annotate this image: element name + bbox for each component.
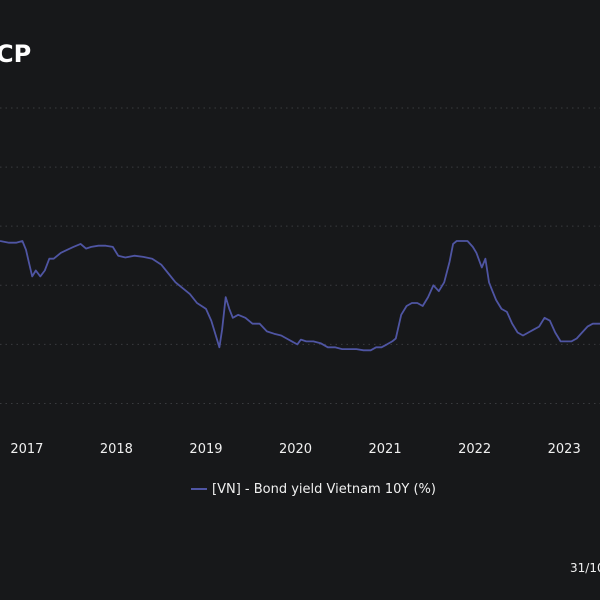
chart-title: CP bbox=[0, 40, 31, 68]
x-tick-label-2023: 2023 bbox=[548, 442, 581, 457]
x-tick-label-2021: 2021 bbox=[369, 442, 402, 457]
grid-layer bbox=[0, 107, 600, 404]
series-line-0 bbox=[0, 240, 600, 352]
x-tick-label-2020: 2020 bbox=[279, 442, 312, 457]
legend: [VN] - Bond yield Vietnam 10Y (%) bbox=[191, 482, 436, 497]
series-layer bbox=[0, 240, 600, 352]
x-axis-ticks: 2017 2018 2019 2020 2021 2022 2023 bbox=[10, 442, 580, 457]
date-label: 31/10 bbox=[570, 561, 600, 575]
legend-label: [VN] - Bond yield Vietnam 10Y (%) bbox=[212, 482, 436, 497]
x-tick-label-2018: 2018 bbox=[100, 442, 133, 457]
x-tick-label-2019: 2019 bbox=[189, 442, 222, 457]
x-tick-label-2017: 2017 bbox=[10, 442, 43, 457]
x-tick-label-2022: 2022 bbox=[458, 442, 491, 457]
